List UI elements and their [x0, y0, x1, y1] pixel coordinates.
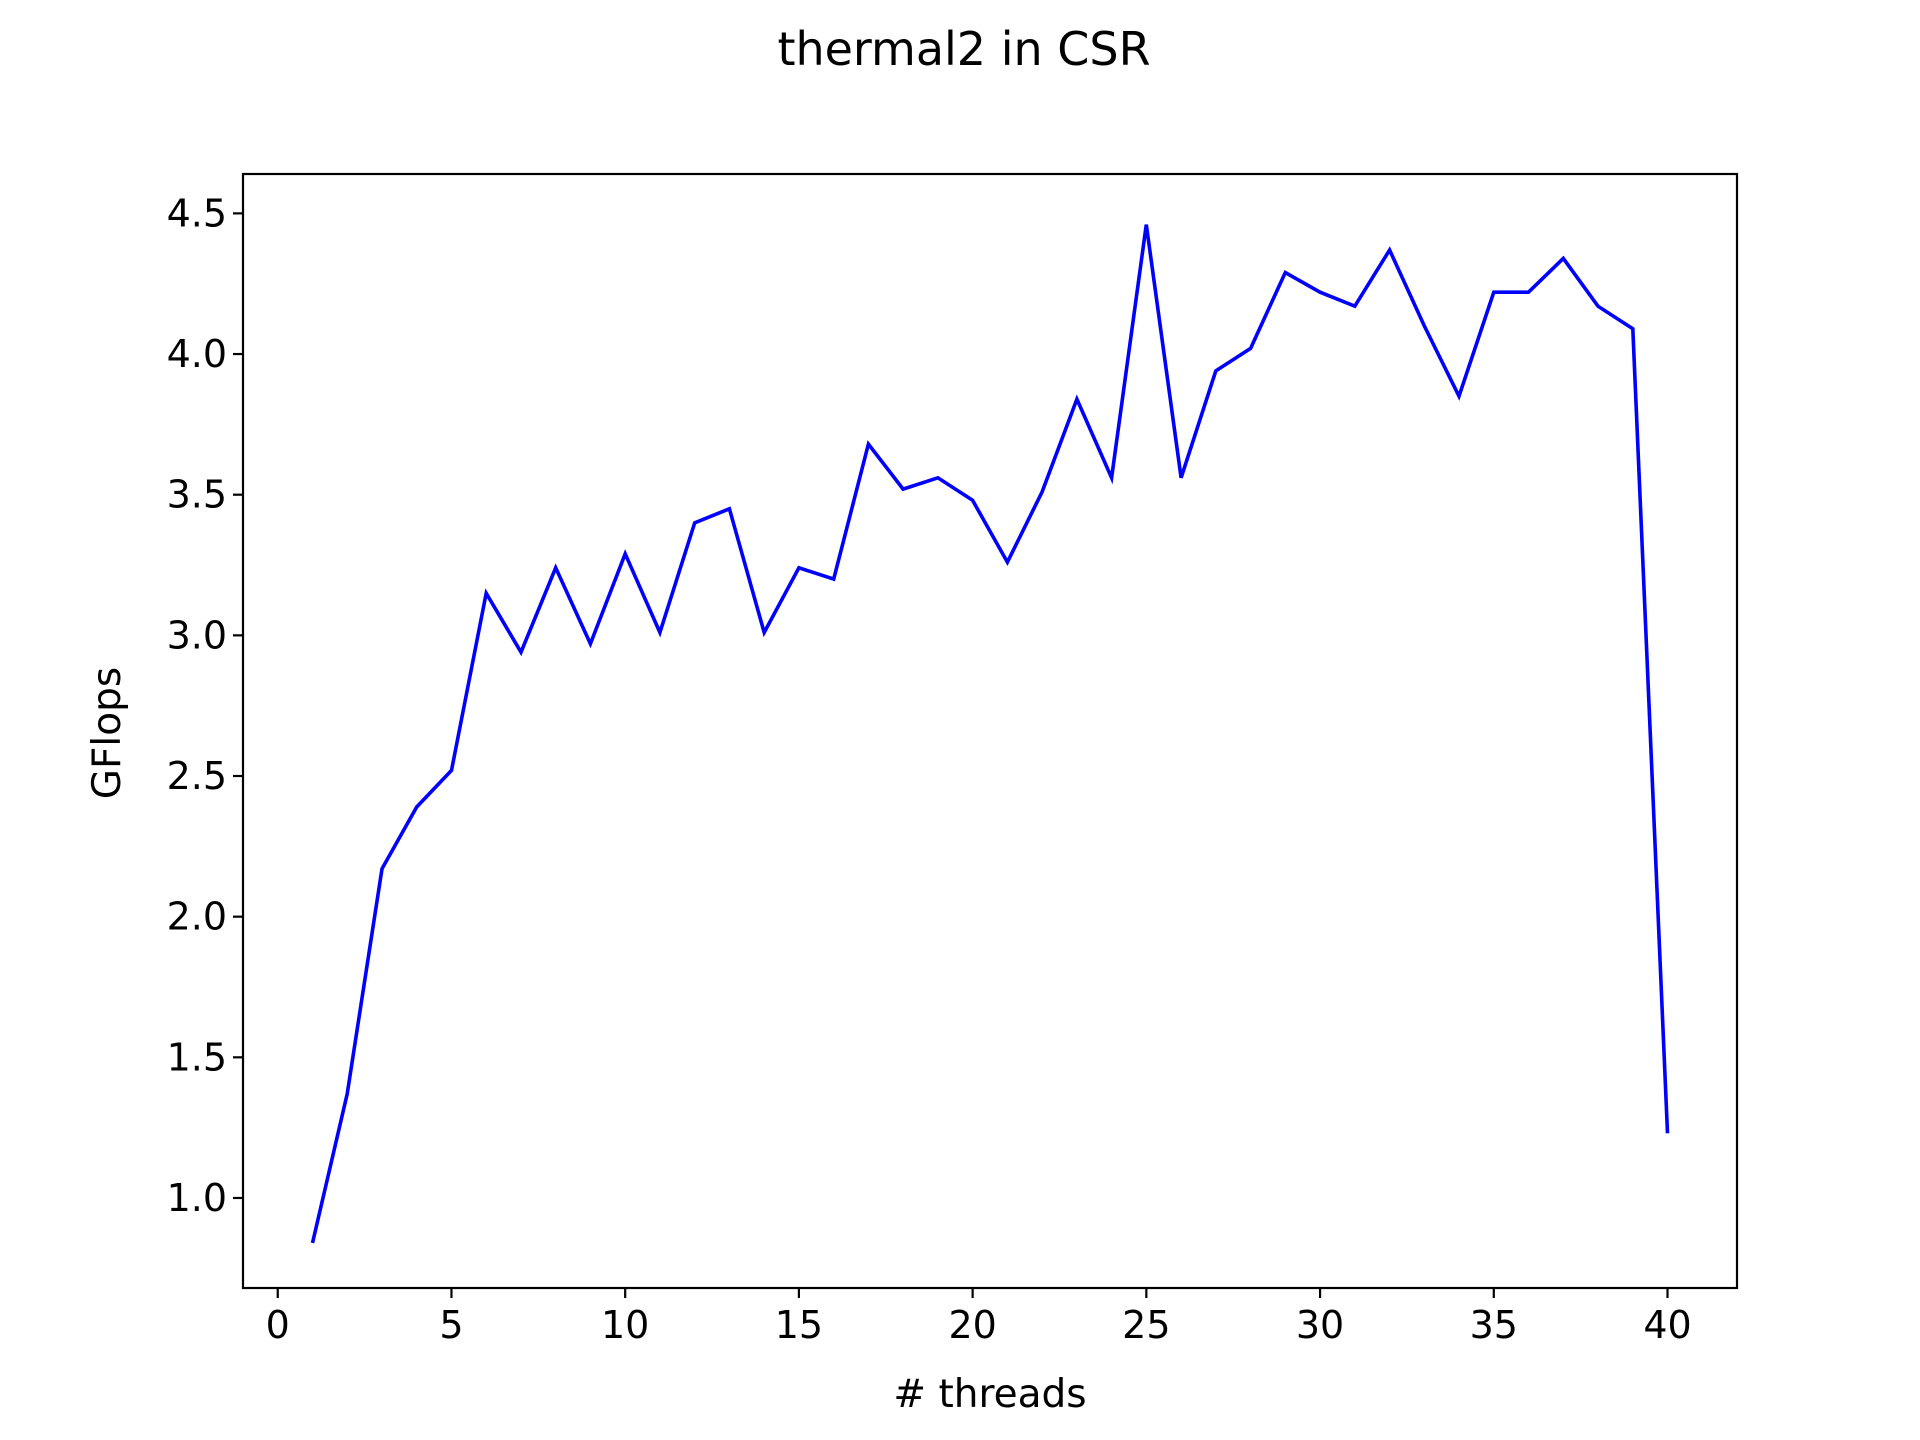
chart-title: thermal2 in CSR [777, 22, 1150, 76]
x-tick-label: 5 [439, 1303, 463, 1347]
y-tick-label: 2.5 [167, 754, 227, 798]
y-tick-label: 3.0 [167, 613, 227, 657]
series-line [310, 224, 1670, 1244]
x-tick-label: 0 [266, 1303, 290, 1347]
x-tick-label: 35 [1470, 1303, 1518, 1347]
y-tick-label: 4.5 [167, 191, 227, 235]
plot-area: 0 5 10 15 20 25 30 35 40 1.0 1.5 2.0 2.5 3.0 3.5 4.0 4.… [167, 172, 1739, 1347]
x-tick-label: 25 [1122, 1303, 1170, 1347]
plot-frame [241, 172, 1739, 1290]
x-axis-label: # threads [893, 1372, 1086, 1417]
y-tick-label: 1.5 [167, 1035, 227, 1079]
x-tick-label: 20 [948, 1303, 996, 1347]
y-axis: 1.0 1.5 2.0 2.5 3.0 3.5 4.0 4.5 [167, 191, 243, 1220]
x-tick-label: 40 [1643, 1303, 1691, 1347]
x-tick-label: 30 [1296, 1303, 1344, 1347]
y-tick-label: 1.0 [167, 1176, 227, 1220]
series-layer [310, 224, 1670, 1244]
y-tick-label: 3.5 [167, 473, 227, 517]
y-tick-label: 2.0 [167, 895, 227, 939]
x-tick-label: 15 [775, 1303, 823, 1347]
x-tick-label: 10 [601, 1303, 649, 1347]
x-axis: 0 5 10 15 20 25 30 35 40 [266, 1288, 1692, 1347]
y-tick-label: 4.0 [167, 332, 227, 376]
y-axis-label: GFlops [85, 667, 130, 799]
